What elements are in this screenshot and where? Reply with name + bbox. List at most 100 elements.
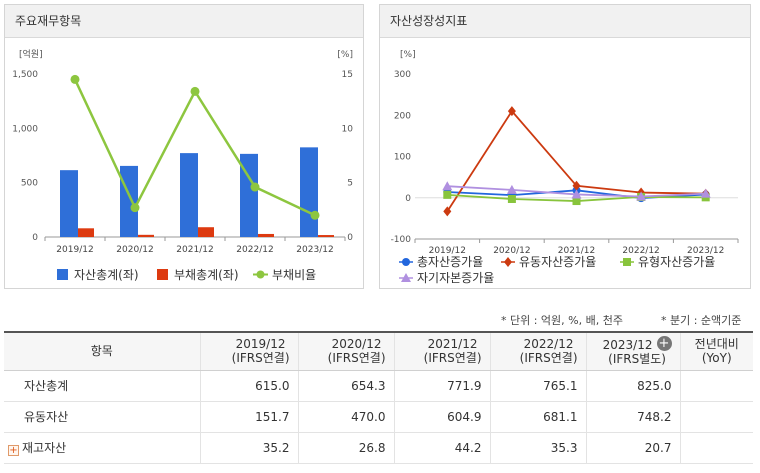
series-point-2 (443, 190, 452, 199)
table-cell: 470.0 (297, 401, 394, 433)
legend-label: 유동자산증가율 (519, 255, 596, 269)
period-note: * 분기 : 순액기준 (661, 314, 742, 327)
y-tick-label: 500 (21, 179, 38, 189)
header-col-2020: 2020/12 (IFRS연결) (297, 331, 394, 371)
y-tick-label: 1,500 (12, 70, 38, 80)
table-row: 유동자산 151.7 470.0 604.9 681.1 748.2 (4, 401, 753, 433)
y2-tick-label: 5 (347, 179, 353, 189)
row-label-cell[interactable]: + 재고자산 (4, 432, 200, 464)
bar-total-assets (60, 170, 78, 237)
debt-ratio-point (310, 210, 320, 220)
table-cell: 35.2 (199, 432, 298, 464)
x-tick-label: 2022/12 (236, 245, 273, 255)
debt-ratio-point (250, 182, 260, 192)
header-col-2023: 2023/12 + (IFRS별도) (585, 331, 680, 371)
x-tick-label: 2021/12 (558, 246, 595, 256)
bar-total-liabilities (258, 233, 274, 237)
table-cell: 26.8 (297, 432, 394, 464)
legend-marker (623, 258, 631, 266)
unit-label: [%] (400, 50, 416, 60)
header-item: 항목 (4, 331, 200, 371)
series-point-1 (443, 206, 452, 217)
table-cell: 748.2 (585, 401, 680, 433)
series-point-3 (506, 184, 517, 194)
right-unit-label: [%] (337, 50, 353, 60)
legend-label: 자산총계(좌) (74, 268, 139, 282)
table-cell: 615.0 (199, 370, 298, 402)
bar-total-liabilities (138, 234, 154, 237)
table-cell: 771.9 (393, 370, 490, 402)
y-tick-label: 200 (394, 111, 411, 121)
table-cell: 20.7 (585, 432, 680, 464)
legend-label: 부채총계(좌) (174, 268, 239, 282)
main-financials-panel: 주요재무항목 [억원] [%] 0 500 1,000 1,500 0 5 10 15 2019/1… (4, 4, 364, 289)
series-point-2 (507, 194, 516, 203)
header-basis: (IFRS별도) (608, 352, 666, 367)
legend-marker (402, 258, 410, 266)
header-year: 2022/12 (523, 337, 574, 352)
header-col-2021: 2021/12 (IFRS연결) (393, 331, 490, 371)
debt-ratio-point (70, 74, 80, 84)
row-label: 재고자산 (22, 441, 67, 455)
table-header-row: 항목 2019/12 (IFRS연결) 2020/12 (IFRS연결) 2021/… (4, 331, 753, 371)
main-financials-title: 주요재무항목 (5, 5, 363, 38)
legend-marker (401, 273, 411, 282)
legend-marker (504, 257, 512, 267)
header-basis: (IFRS연결) (519, 351, 578, 366)
bar-total-liabilities (198, 227, 214, 237)
table-cell: 35.3 (489, 432, 586, 464)
x-tick-label: 2022/12 (622, 246, 659, 256)
main-financials-chart: [억원] [%] 0 500 1,000 1,500 0 5 10 15 2019/12 2020/1… (12, 48, 354, 282)
table-row: 자산총계 615.0 654.3 771.9 765.1 825.0 (4, 370, 753, 402)
yoy-cell (679, 401, 753, 433)
table-cell: 654.3 (297, 370, 394, 402)
header-year: 2020/12 (331, 337, 382, 352)
x-tick-label: 2021/12 (176, 245, 213, 255)
row-label: 유동자산 (4, 401, 200, 433)
header-year: 2021/12 (427, 337, 478, 352)
legend-swatch (57, 269, 68, 280)
series-point-2 (572, 197, 581, 206)
bar-total-assets (300, 147, 318, 237)
legend-label: 유형자산증가율 (638, 255, 715, 269)
y-tick-label: 100 (394, 153, 411, 163)
series-point-1 (507, 106, 516, 117)
header-year: 2019/12 (235, 337, 286, 352)
asset-growth-title: 자산성장성지표 (380, 5, 750, 38)
table-cell: 151.7 (199, 401, 298, 433)
yoy-cell (679, 370, 753, 402)
header-basis: (IFRS연결) (231, 351, 290, 366)
series-point-3 (700, 188, 711, 198)
x-tick-label: 2019/12 (429, 246, 466, 256)
add-column-icon[interactable]: + (656, 336, 672, 352)
debt-ratio-point (190, 86, 200, 96)
legend-label: 자기자본증가율 (417, 271, 494, 285)
header-basis: (IFRS연결) (423, 351, 482, 366)
y-tick-label: 0 (32, 233, 38, 243)
header-year: 2023/12 (602, 338, 653, 353)
header-yoy-label: 전년대비 (694, 337, 739, 352)
asset-growth-panel: 자산성장성지표 [%] -100 0 100 200 300 2019/12 2020/12 2… (379, 4, 751, 289)
table-cell: 825.0 (585, 370, 680, 402)
bar-total-liabilities (78, 228, 94, 237)
table-row: + 재고자산 35.2 26.8 44.2 35.3 20.7 (4, 432, 753, 464)
table-cell: 44.2 (393, 432, 490, 464)
bar-total-liabilities (318, 235, 334, 237)
table-cell: 604.9 (393, 401, 490, 433)
series-point-1 (572, 180, 581, 191)
y2-tick-label: 10 (342, 124, 354, 134)
bar-total-assets (120, 165, 138, 237)
legend-label: 부채비율 (272, 268, 316, 282)
y-tick-label: 0 (405, 194, 411, 204)
legend-swatch (256, 270, 265, 279)
legend-swatch (157, 269, 168, 280)
x-tick-label: 2020/12 (493, 246, 530, 256)
debt-ratio-point (130, 203, 140, 213)
asset-growth-chart: [%] -100 0 100 200 300 2019/12 2020/12 2021/12 20… (391, 50, 739, 285)
series-point-3 (636, 191, 647, 201)
x-tick-label: 2019/12 (56, 245, 93, 255)
series-point-3 (571, 189, 582, 199)
x-tick-label: 2020/12 (116, 245, 153, 255)
expand-icon[interactable]: + (8, 445, 19, 456)
y2-tick-label: 0 (347, 233, 353, 243)
